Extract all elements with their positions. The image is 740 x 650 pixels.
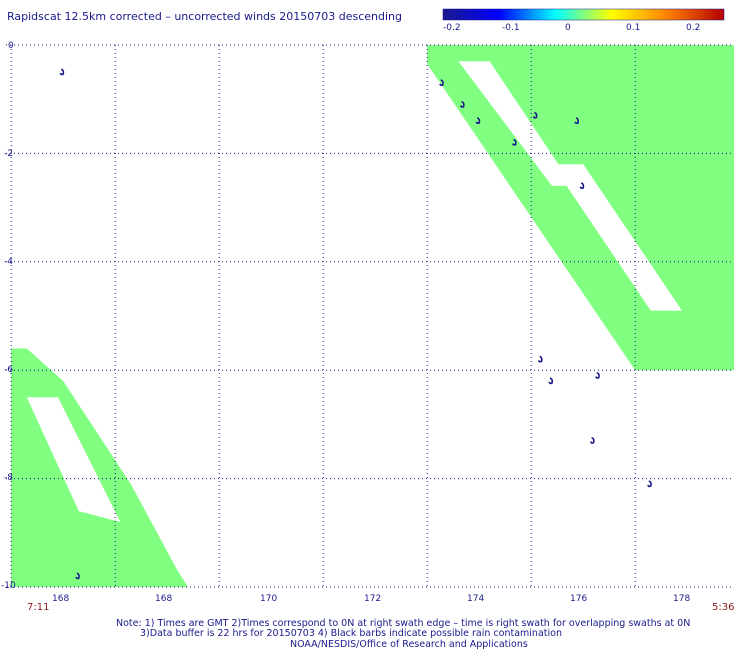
rain-barb xyxy=(532,111,538,119)
note-line-1: Note: 1) Times are GMT 2)Times correspon… xyxy=(116,618,690,629)
y-tick-5: -10 xyxy=(1,581,16,591)
colorbar xyxy=(442,8,725,21)
note-line-2: 3)Data buffer is 22 hrs for 20150703 4) … xyxy=(140,628,562,639)
rain-barb xyxy=(59,68,65,76)
time-right: 5:36 xyxy=(712,602,734,613)
x-tick-3: 172 xyxy=(364,594,381,604)
grid-lines xyxy=(6,44,734,588)
time-left: 7:11 xyxy=(27,602,49,613)
swath-gap-2 xyxy=(26,397,121,522)
rain-barb xyxy=(439,79,444,87)
rain-barb xyxy=(579,182,585,190)
rain-barb xyxy=(548,377,554,385)
rain-barb xyxy=(647,480,652,488)
swath-fill-1 xyxy=(11,348,189,587)
y-tick-0: 0 xyxy=(8,41,14,51)
colorbar-ticks: -0.2 -0.1 0 0.1 0.2 xyxy=(443,23,700,33)
swath-gap-0 xyxy=(458,61,573,186)
x-tick-5: 176 xyxy=(570,594,587,604)
x-tick-6: 178 xyxy=(673,594,690,604)
swath-gap-1 xyxy=(552,164,682,311)
rain-barb xyxy=(459,100,465,108)
x-tick-4: 174 xyxy=(467,594,484,604)
swath-fills xyxy=(11,45,734,587)
colorbar-tick-0: -0.2 xyxy=(443,23,461,33)
x-axis-ticks: 168 168 170 172 174 176 178 xyxy=(52,594,690,604)
rain-barb xyxy=(589,436,595,444)
rain-barb xyxy=(574,117,580,125)
x-tick-2: 170 xyxy=(260,594,277,604)
x-tick-1: 168 xyxy=(155,594,172,604)
y-tick-3: -6 xyxy=(4,365,13,375)
rain-barb xyxy=(511,138,517,146)
colorbar-tick-3: 0.1 xyxy=(626,23,640,33)
note-line-3: NOAA/NESDIS/Office of Research and Appli… xyxy=(290,639,528,650)
colorbar-tick-4: 0.2 xyxy=(686,23,700,33)
colorbar-tick-2: 0 xyxy=(565,23,571,33)
rain-barb xyxy=(537,355,543,363)
swath-fill-0 xyxy=(427,45,734,371)
rain-barb xyxy=(75,572,80,580)
colorbar-tick-1: -0.1 xyxy=(502,23,520,33)
y-tick-4: -8 xyxy=(4,473,13,483)
rain-barb xyxy=(595,371,600,379)
y-tick-1: -2 xyxy=(4,149,13,159)
rain-barbs xyxy=(59,68,652,580)
y-tick-2: -4 xyxy=(4,257,13,267)
colorbar-gradient xyxy=(442,8,725,21)
chart-title: Rapidscat 12.5km corrected – uncorrected… xyxy=(7,10,402,23)
x-tick-0: 168 xyxy=(52,594,69,604)
y-axis-ticks: 0 -2 -4 -6 -8 -10 xyxy=(1,41,16,591)
rain-barb xyxy=(475,117,481,125)
